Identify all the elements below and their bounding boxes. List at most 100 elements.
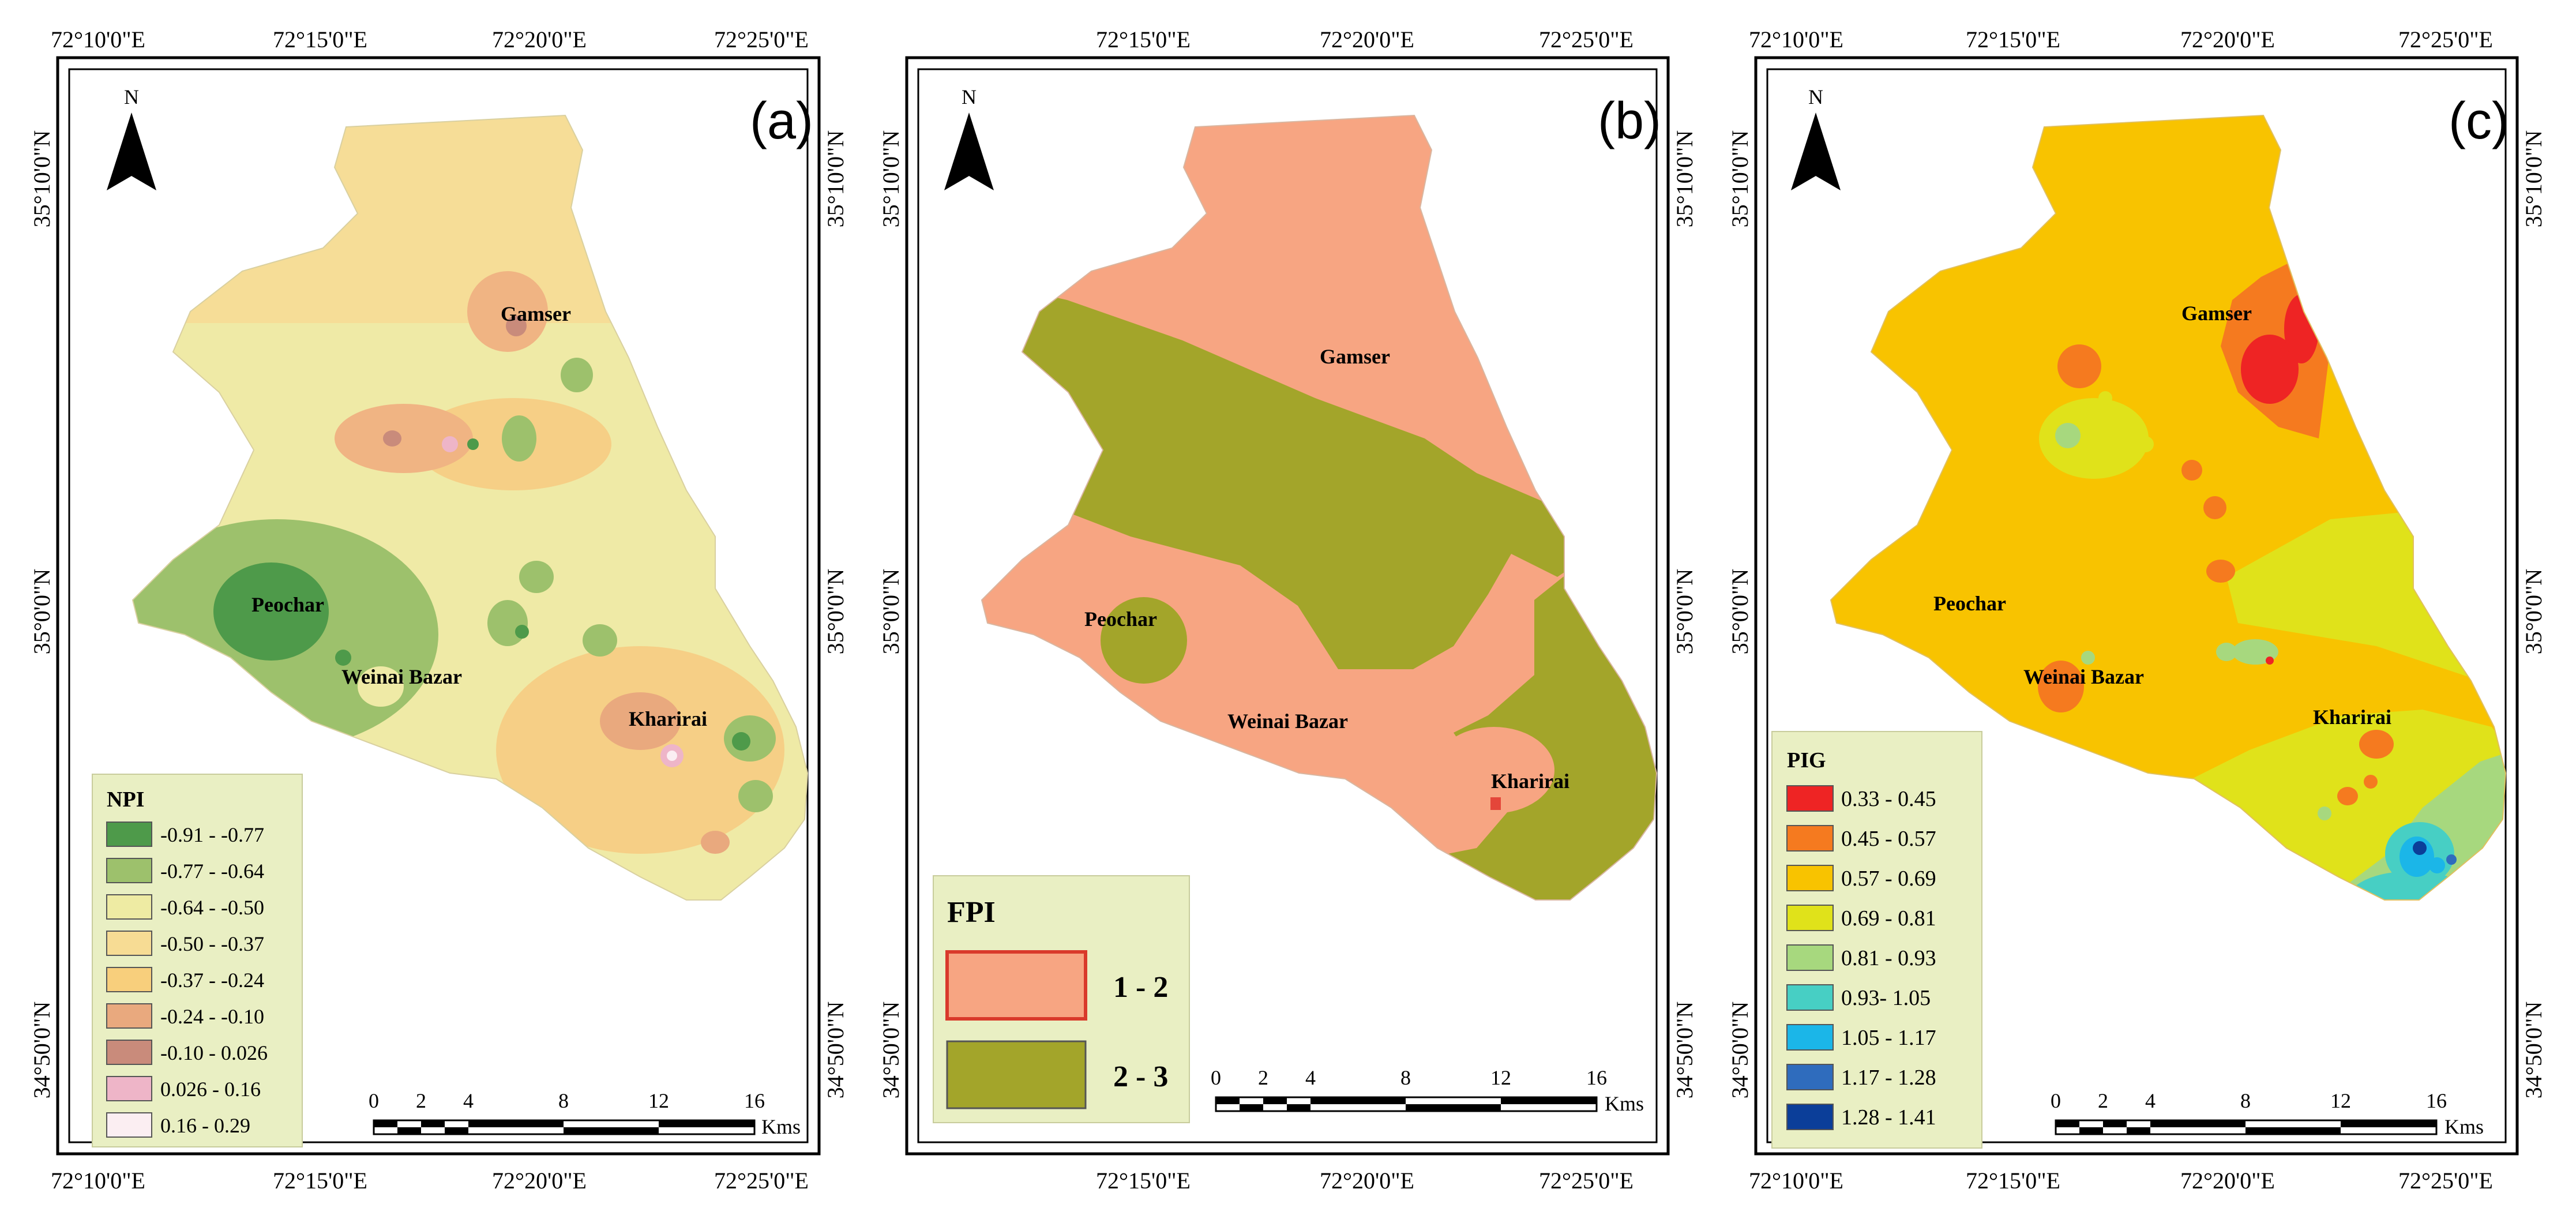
panel-a-legend-label: -0.50 - -0.37 — [160, 932, 264, 955]
panel-c-place-gamser: Gamser — [2181, 302, 2252, 325]
panel-c-legend-label: 0.33 - 0.45 — [1841, 787, 1936, 811]
panel-a-legend-label: -0.37 - -0.24 — [160, 969, 264, 992]
panel-c: N (c) Gamser Peochar Weinai Bazar Kharir… — [1727, 27, 2547, 1194]
panel-a-bottom-tick-2: 72°15'0"E — [273, 1168, 367, 1194]
panel-b-place-gamser: Gamser — [1320, 345, 1390, 368]
panel-a-top-tick-3: 72°20'0"E — [492, 27, 587, 52]
panel-c-legend-swatch — [1786, 1024, 1834, 1051]
panel-b-left-tick-1: 35°10'0"N — [878, 130, 904, 227]
panel-b-scale-bar: 0 2 4 8 12 16 Kms — [1211, 1066, 1644, 1115]
panel-c-legend-swatch — [1786, 865, 1834, 891]
panel-c-scale-num: 8 — [2240, 1089, 2251, 1112]
panel-a-north-arrow: N — [107, 85, 156, 190]
panel-c-place-weinai-bazar: Weinai Bazar — [2023, 665, 2144, 688]
panel-a-bottom-tick-3: 72°20'0"E — [492, 1168, 587, 1194]
panel-c-right-tick-3: 34°50'0"N — [2521, 1002, 2547, 1098]
panel-b-scale-num: 16 — [1586, 1066, 1607, 1089]
panel-c-scale-unit: Kms — [2444, 1115, 2484, 1138]
panel-a-legend-item: -0.24 - -0.10 — [106, 1003, 264, 1029]
panel-a-place-weinai-bazar: Weinai Bazar — [341, 665, 462, 688]
panel-a-scale-bar: 0 2 4 8 12 16 Kms — [369, 1089, 801, 1138]
panel-c-legend-label: 0.69 - 0.81 — [1841, 906, 1936, 931]
panel-a-left-tick-1: 35°10'0"N — [29, 130, 55, 227]
panel-b-legend: FPI 1 - 2 2 - 3 — [933, 875, 1190, 1123]
panel-c-legend-swatch — [1786, 825, 1834, 852]
panel-c-scale-num: 16 — [2426, 1089, 2447, 1112]
panel-c-legend-item: 1.17 - 1.28 — [1786, 1064, 1936, 1090]
panel-c-right-tick-2: 35°0'0"N — [2521, 569, 2547, 654]
panel-a-legend-item: -0.10 - 0.026 — [106, 1040, 268, 1065]
panel-c-scale-num: 12 — [2330, 1089, 2351, 1112]
panel-c-bottom-tick-1: 72°10'0"E — [1749, 1168, 1843, 1194]
panel-a-legend-item: 0.16 - 0.29 — [106, 1112, 250, 1138]
panel-a-legend-swatch — [106, 967, 152, 992]
panel-c-legend-label: 1.05 - 1.17 — [1841, 1026, 1936, 1050]
panel-b-legend-swatch — [945, 950, 1087, 1021]
panel-c-north-arrow: N — [1791, 85, 1841, 190]
panel-a-legend-item: -0.50 - -0.37 — [106, 931, 264, 956]
panel-b-legend-title: FPI — [947, 896, 996, 929]
panel-c-scale-num: 2 — [2098, 1089, 2108, 1112]
panel-c-legend-item: 0.81 - 0.93 — [1786, 944, 1936, 971]
panel-c-legend-item: 0.93- 1.05 — [1786, 984, 1931, 1011]
panel-c-legend-label: 0.81 - 0.93 — [1841, 946, 1936, 970]
panel-c-legend-item: 1.05 - 1.17 — [1786, 1024, 1936, 1051]
panel-c-scale-bar: 0 2 4 8 12 16 Kms — [2051, 1089, 2484, 1138]
panel-a-top-tick-1: 72°10'0"E — [51, 27, 145, 52]
panel-c-place-peochar: Peochar — [1933, 592, 2006, 615]
panel-a-scale-num: 16 — [744, 1089, 765, 1112]
panel-c-legend-swatch — [1786, 944, 1834, 971]
panel-c-legend-label: 1.17 - 1.28 — [1841, 1066, 1936, 1090]
panel-c-top-tick-4: 72°25'0"E — [2398, 27, 2493, 52]
panel-b: N (b) Gamser Peochar Weinai Bazar Kharir… — [878, 27, 1698, 1194]
panel-a-legend-swatch — [106, 858, 152, 883]
panel-a-legend-swatch — [106, 1003, 152, 1029]
panel-a-legend-item: -0.64 - -0.50 — [106, 894, 264, 920]
panel-c-legend-title: PIG — [1787, 748, 1826, 772]
panel-b-north-label: N — [962, 85, 977, 108]
panel-a-legend-swatch — [106, 894, 152, 920]
panel-a-legend-label: 0.026 - 0.16 — [160, 1078, 261, 1101]
panel-b-legend-item: 1 - 2 — [945, 950, 1168, 1021]
panel-b-left-tick-3: 34°50'0"N — [878, 1002, 904, 1098]
panel-a-right-tick-3: 34°50'0"N — [823, 1002, 848, 1098]
panel-b-legend-label: 1 - 2 — [1113, 971, 1168, 1004]
panel-c-legend-swatch — [1786, 905, 1834, 931]
panel-c-left-tick-3: 34°50'0"N — [1727, 1002, 1753, 1098]
panel-c-legend-item: 0.45 - 0.57 — [1786, 825, 1936, 852]
panel-b-scale-num: 12 — [1490, 1066, 1511, 1089]
panel-c-legend-label: 1.28 - 1.41 — [1841, 1105, 1936, 1130]
panel-c-legend-swatch — [1786, 984, 1834, 1011]
panel-a-scale-num: 8 — [558, 1089, 569, 1112]
panel-b-scale-unit: Kms — [1605, 1092, 1644, 1115]
panel-c-left-tick-2: 35°0'0"N — [1727, 569, 1753, 654]
panel-b-place-peochar: Peochar — [1084, 607, 1157, 631]
north-arrow-icon — [107, 112, 156, 190]
panel-a-scale-unit: Kms — [761, 1115, 801, 1138]
north-arrow-icon — [944, 112, 994, 190]
panel-a-legend-label: -0.24 - -0.10 — [160, 1005, 264, 1028]
panel-c-legend-item: 1.28 - 1.41 — [1786, 1104, 1936, 1130]
panel-a-top-tick-4: 72°25'0"E — [714, 27, 809, 52]
panel-a-scale-num: 12 — [648, 1089, 669, 1112]
panel-a-scale-num: 2 — [416, 1089, 426, 1112]
panel-a-legend-item: -0.37 - -0.24 — [106, 967, 264, 992]
panel-a-left-tick-2: 35°0'0"N — [29, 569, 55, 654]
panel-b-letter: (b) — [1598, 92, 1661, 150]
panel-b-top-tick-3: 72°25'0"E — [1539, 27, 1634, 52]
panel-a-legend-swatch — [106, 1040, 152, 1065]
panel-c-bottom-tick-4: 72°25'0"E — [2398, 1168, 2493, 1194]
panel-b-bottom-tick-1: 72°15'0"E — [1096, 1168, 1191, 1194]
panel-a-legend-label: -0.10 - 0.026 — [160, 1041, 268, 1064]
panel-a-legend-swatch — [106, 1112, 152, 1138]
panel-a-place-gamser: Gamser — [501, 302, 571, 325]
panel-b-scale-num: 0 — [1211, 1066, 1221, 1089]
panel-c-letter: (c) — [2449, 92, 2509, 150]
panel-a-legend-label: -0.64 - -0.50 — [160, 896, 264, 919]
panel-b-right-tick-3: 34°50'0"N — [1672, 1002, 1698, 1098]
panel-b-scale-num: 4 — [1305, 1066, 1316, 1089]
panel-b-legend-swatch — [946, 1040, 1087, 1109]
panel-c-bottom-tick-3: 72°20'0"E — [2180, 1168, 2275, 1194]
panel-a-scale-num: 4 — [463, 1089, 474, 1112]
panel-b-north-arrow: N — [944, 85, 994, 190]
